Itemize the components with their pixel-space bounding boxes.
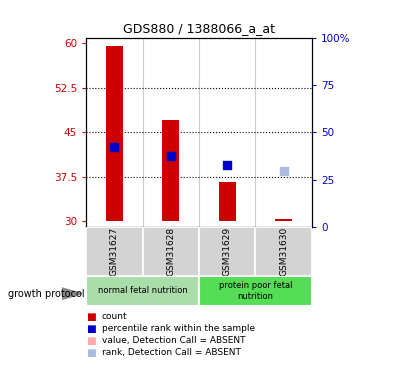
Bar <box>142 227 199 276</box>
Bar <box>86 276 199 306</box>
Title: GDS880 / 1388066_a_at: GDS880 / 1388066_a_at <box>123 22 275 35</box>
Bar <box>86 227 142 276</box>
Bar <box>106 46 123 221</box>
Text: value, Detection Call = ABSENT: value, Detection Call = ABSENT <box>102 336 246 345</box>
Text: GSM31629: GSM31629 <box>223 226 232 276</box>
Point <box>168 153 174 159</box>
Bar <box>162 120 179 221</box>
Text: GSM31628: GSM31628 <box>166 226 175 276</box>
Point <box>280 168 287 174</box>
Bar <box>219 183 236 221</box>
Text: percentile rank within the sample: percentile rank within the sample <box>102 324 255 333</box>
Point <box>224 162 230 168</box>
Text: normal fetal nutrition: normal fetal nutrition <box>98 286 187 295</box>
Bar <box>275 219 292 221</box>
Text: growth protocol: growth protocol <box>8 290 85 299</box>
Point <box>111 144 118 150</box>
Text: ■: ■ <box>86 348 96 358</box>
Text: protein poor fetal
nutrition: protein poor fetal nutrition <box>219 280 292 301</box>
Text: ■: ■ <box>86 324 96 334</box>
Text: GSM31627: GSM31627 <box>110 226 119 276</box>
Text: ■: ■ <box>86 336 96 346</box>
Bar <box>199 227 256 276</box>
Text: GSM31630: GSM31630 <box>279 226 288 276</box>
Text: count: count <box>102 312 128 321</box>
Text: rank, Detection Call = ABSENT: rank, Detection Call = ABSENT <box>102 348 241 357</box>
Text: ■: ■ <box>86 312 96 322</box>
Bar <box>256 227 312 276</box>
Polygon shape <box>62 288 82 299</box>
Bar <box>199 276 312 306</box>
